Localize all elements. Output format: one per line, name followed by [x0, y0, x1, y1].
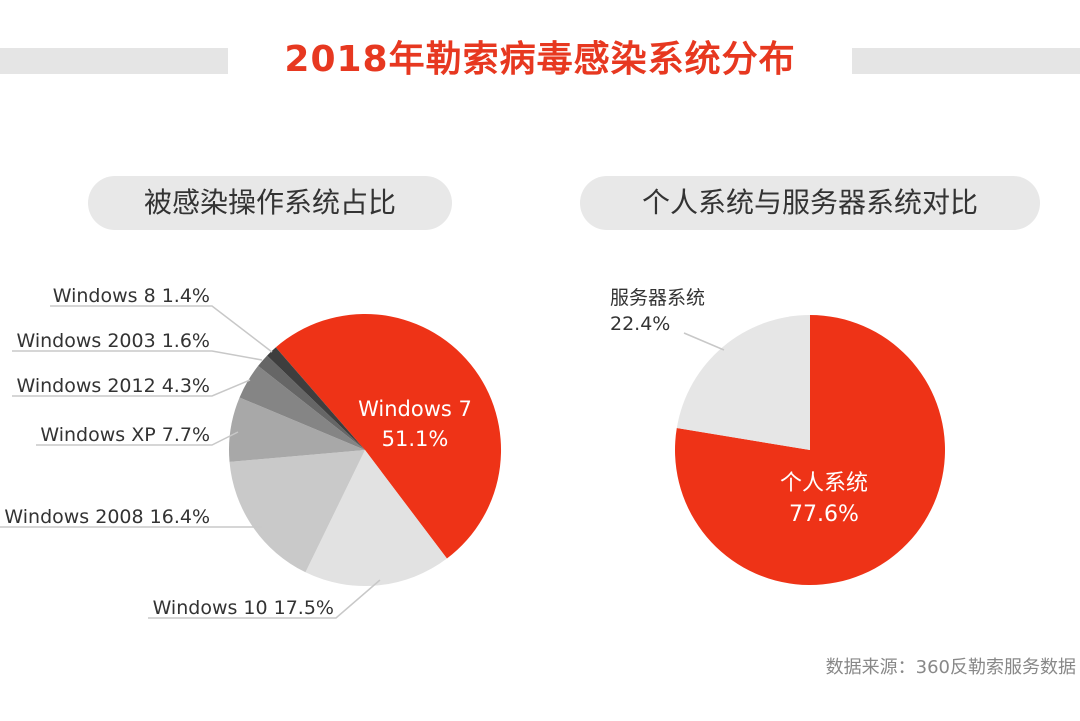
- pie-slice-windows-8: [267, 347, 365, 450]
- page-title: 2018年勒索病毒感染系统分布: [284, 39, 796, 80]
- data-source-note: 数据来源：360反勒索服务数据: [825, 657, 1076, 678]
- slice-label-windows-8: Windows 8 1.4%: [53, 285, 210, 307]
- title-decoration-right: [852, 48, 1080, 74]
- slice-label-windows-2012: Windows 2012 4.3%: [16, 375, 210, 397]
- pie-slice-windows-10: [305, 450, 447, 587]
- chart-title-os-share: 被感染操作系统占比: [88, 176, 452, 230]
- slice-label-windows-10: Windows 10 17.5%: [153, 597, 334, 619]
- pie-os-share: Windows 7 51.1% Windows 10 17.5% Windows 20…: [0, 285, 502, 619]
- pie-personal-vs-server: 个人系统 77.6% 服务器系统 22.4%: [610, 287, 946, 585]
- pie-slice-windows-2012: [239, 365, 365, 450]
- title-decoration-left: [0, 48, 228, 74]
- slice-label-windows-2008: Windows 2008 16.4%: [4, 506, 210, 528]
- slice-label-personal-systems: 个人系统: [780, 471, 868, 496]
- pie-slice-server-systems: [676, 315, 810, 450]
- pie-slice-windows-7: [275, 313, 502, 559]
- chart-title-personal-vs-server: 个人系统与服务器系统对比: [580, 176, 1040, 230]
- slice-value-personal-systems: 77.6%: [789, 502, 859, 527]
- leader-line-server-systems: [683, 332, 725, 351]
- slice-value-windows-7: 51.1%: [382, 427, 449, 451]
- pie-slice-personal-systems: [675, 315, 946, 585]
- slice-value-server-systems: 22.4%: [610, 313, 670, 335]
- leader-line-windows-xp: [36, 431, 239, 446]
- pie-slice-windows-2008: [229, 450, 365, 573]
- leader-line-windows-10: [148, 579, 381, 619]
- pie-slice-windows-2003: [258, 355, 365, 450]
- pie-slice-windows-xp: [229, 397, 365, 462]
- slice-label-windows-7: Windows 7: [358, 397, 472, 421]
- leader-line-windows-8: [50, 305, 273, 353]
- slice-label-windows-xp: Windows XP 7.7%: [40, 424, 210, 446]
- slice-label-server-systems: 服务器系统: [610, 287, 705, 309]
- leader-line-windows-2012: [12, 379, 251, 397]
- leader-line-windows-2003: [12, 350, 263, 361]
- slice-label-windows-2003: Windows 2003 1.6%: [16, 330, 210, 352]
